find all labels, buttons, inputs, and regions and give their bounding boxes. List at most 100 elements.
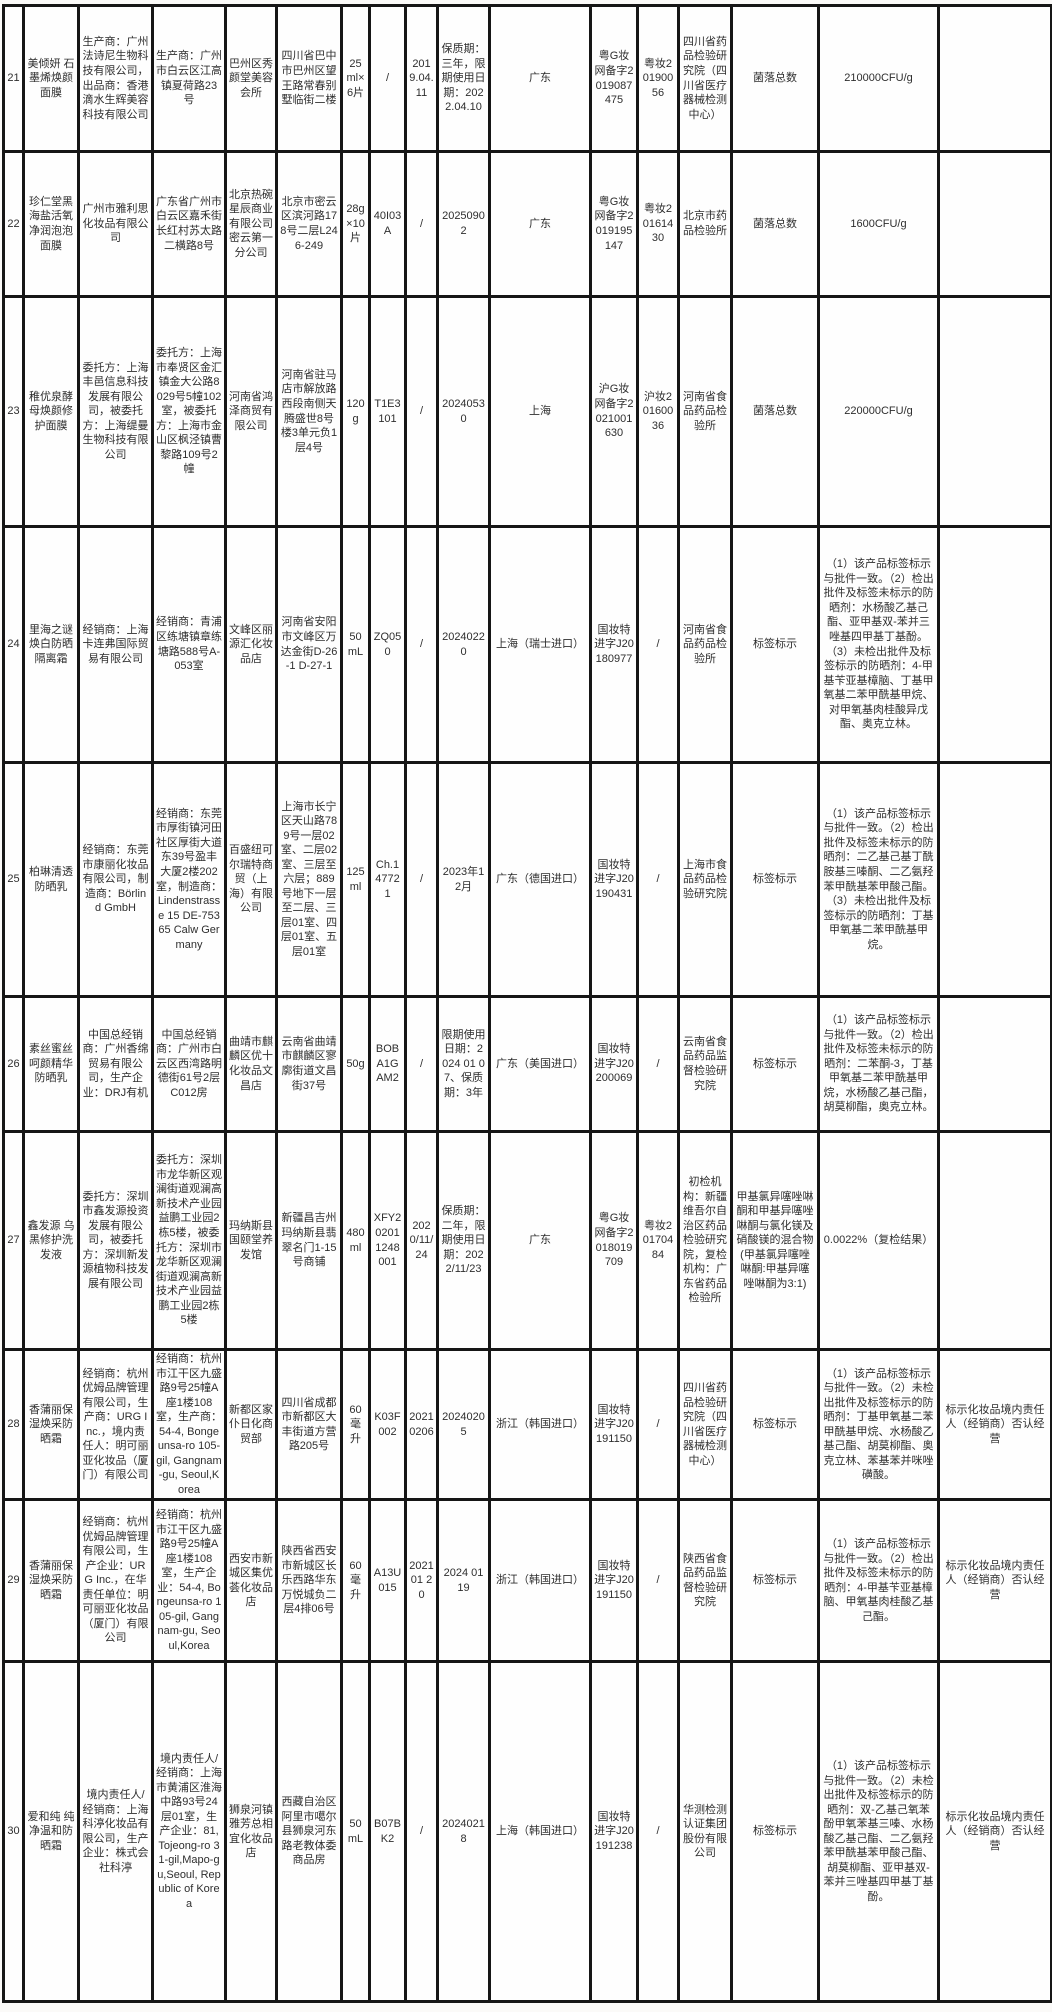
cell-product: 香蒲丽保湿焕采防晒霜 xyxy=(22,1347,80,1502)
cell-product: 鑫发源 乌黑修护洗发液 xyxy=(22,1130,80,1351)
cell-production-date: 2020/11/24 xyxy=(404,1130,439,1351)
cell-manufacturer-address: 经销商：杭州市江干区九盛路9号25幢A座1楼108室，生产商：54-4, Bon… xyxy=(151,1347,227,1502)
cell-manufacturer-address: 经销商：青浦区练塘镇章练塘路588号A-053室 xyxy=(151,525,227,764)
cell-spec: 480 ml xyxy=(340,1130,371,1351)
cell-no: 27 xyxy=(2,1130,25,1351)
cell-expiry-date: 限期使用日期：2024 01 07、保质期：3年 xyxy=(436,995,491,1133)
cell-license-no: 粤妆20170484 xyxy=(636,1130,680,1351)
cell-inspection-agency: 云南省食品药品监督检验研究院 xyxy=(677,995,733,1133)
cell-spec: 60毫升 xyxy=(340,1347,371,1502)
cell-manufacturer-address: 委托方：深圳市龙华新区观澜街道观澜高新技术产业园益鹏工业园2栋5楼，被委托方：深… xyxy=(151,1130,227,1351)
cell-manufacturer-address: 委托方：上海市奉贤区金汇镇金大公路8029号5幢102室，被委托方：上海市金山区… xyxy=(151,295,227,528)
cell-manufacturer: 生产商：广州法诗尼生物科技有限公司，出品商：香港滴水生辉美容科技有限公司 xyxy=(77,4,154,153)
cell-inspection-result: （1）该产品标签标示与批件一致。（2）检出批件及标签未标示的防晒剂：二乙基己基丁… xyxy=(817,761,940,998)
cell-license-no: / xyxy=(636,525,680,764)
cell-manufacturer-address: 生产商：广州市白云区江高镇夏荷路23号 xyxy=(151,4,227,153)
cell-sampled-unit-address: 云南省曲靖市麒麟区寥廓街道文昌街37号 xyxy=(275,995,343,1133)
cell-license-no: / xyxy=(636,761,680,998)
cell-region: 浙江（韩国进口） xyxy=(488,1347,592,1502)
cell-expiry-date: 2024 01 19 xyxy=(436,1498,491,1664)
cell-batch-no: T1E3101 xyxy=(368,295,407,528)
cell-spec: 25ml×6片 xyxy=(340,4,371,153)
cell-registration-no: 国妆特进字J20180977 xyxy=(589,525,639,764)
cell-region: 广东 xyxy=(488,150,592,298)
cell-remark xyxy=(937,761,1052,998)
cell-expiry-date: 保质期：三年，限期使用日期：2022.04.10 xyxy=(436,4,491,153)
cell-license-no: 沪妆20160036 xyxy=(636,295,680,528)
cell-sampled-unit: 河南省鸿泽商贸有限公司 xyxy=(224,295,278,528)
cell-product: 素丝蜜丝呵颜精华防晒乳 xyxy=(22,995,80,1133)
cell-expiry-date: 20240220 xyxy=(436,525,491,764)
cell-no: 22 xyxy=(2,150,25,298)
cell-no: 28 xyxy=(2,1347,25,1502)
cell-expiry-date: 2023年12月 xyxy=(436,761,491,998)
cell-product: 香蒲丽保湿焕采防晒霜 xyxy=(22,1498,80,1664)
inspection-table: 21 美倾妍 石墨烯焕颜面膜 生产商：广州法诗尼生物科技有限公司，出品商：香港滴… xyxy=(2,4,1052,2004)
cell-sampled-unit: 玛纳斯县国颐堂养发馆 xyxy=(224,1130,278,1351)
cell-expiry-date: 20250902 xyxy=(436,150,491,298)
cell-spec: 28g×10片 xyxy=(340,150,371,298)
cell-manufacturer-address: 经销商：杭州市江干区九盛路9号25幢A座1楼108室，生产企业：54-4, Bo… xyxy=(151,1498,227,1664)
cell-production-date: 20210206 xyxy=(404,1347,439,1502)
table-row: 23 稚优泉酵母焕颜修护面膜 委托方：上海丰邑信息科技发展有限公司，被委托方：上… xyxy=(2,295,1052,528)
table-row: 24 里海之谜焕白防晒隔离霜 经销商：上海卡连弗国际贸易有限公司 经销商：青浦区… xyxy=(2,525,1052,764)
table-row: 29 香蒲丽保湿焕采防晒霜 经销商：杭州优姆品牌管理有限公司，生产企业：URG … xyxy=(2,1498,1052,1664)
cell-expiry-date: 保质期：二年，限期使用日期：2022/11/23 xyxy=(436,1130,491,1351)
cell-manufacturer-address: 经销商：东莞市厚街镇河田社区厚街大道东39号盈丰大厦2楼202室，制造商：Lin… xyxy=(151,761,227,998)
cell-manufacturer-address: 中国总经销商：广州市白云区西湾路明德街61号2层C012房 xyxy=(151,995,227,1133)
cell-sampled-unit: 文峰区丽源汇化妆品店 xyxy=(224,525,278,764)
cell-batch-no: XFY202011248001 xyxy=(368,1130,407,1351)
cell-registration-no: 粤G妆网备字2019195147 xyxy=(589,150,639,298)
table-row: 30 爱和纯 纯净温和防晒霜 境内责任人/经销商：上海科渟化妆品有限公司，生产企… xyxy=(2,1660,1052,2004)
cell-noncompliant-item: 标签标示 xyxy=(730,525,820,764)
cell-product: 柏琳清透防晒乳 xyxy=(22,761,80,998)
cell-remark xyxy=(937,995,1052,1133)
cell-license-no: / xyxy=(636,1498,680,1664)
cell-inspection-agency: 上海市食品药品检验研究院 xyxy=(677,761,733,998)
cell-region: 上海 xyxy=(488,295,592,528)
cell-product: 美倾妍 石墨烯焕颜面膜 xyxy=(22,4,80,153)
cell-manufacturer: 境内责任人/经销商：上海科渟化妆品有限公司，生产企业：株式会社科渟 xyxy=(77,1660,154,2004)
cell-product: 里海之谜焕白防晒隔离霜 xyxy=(22,525,80,764)
cell-production-date: / xyxy=(404,1660,439,2004)
cell-inspection-result: （1）该产品标签标示与批件一致。（2）未检出批件及标签标示的防晒剂：双-乙基己氧… xyxy=(817,1660,940,2004)
cell-production-date: 2021 01 20 xyxy=(404,1498,439,1664)
cell-manufacturer-address: 境内责任人/经销商：上海市黄浦区淮海中路93号24层01室，生产企业：81, T… xyxy=(151,1660,227,2004)
cell-sampled-unit: 百盛纽可尔瑞特商贸（上海）有限公司 xyxy=(224,761,278,998)
cell-sampled-unit: 西安市新城区集优荟化妆品店 xyxy=(224,1498,278,1664)
cell-no: 30 xyxy=(2,1660,25,2004)
cell-product: 爱和纯 纯净温和防晒霜 xyxy=(22,1660,80,2004)
cell-noncompliant-item: 菌落总数 xyxy=(730,295,820,528)
cell-production-date: / xyxy=(404,150,439,298)
cell-inspection-result: （1）该产品标签标示与批件一致。（2）检出批件及标签未标示的防晒剂：水杨酸乙基己… xyxy=(817,525,940,764)
cell-product: 珍仁堂黑海盐活氧净润泡泡面膜 xyxy=(22,150,80,298)
cell-sampled-unit: 新都区家仆日化商贸部 xyxy=(224,1347,278,1502)
cell-license-no: 粤妆20190056 xyxy=(636,4,680,153)
cell-spec: 60毫升 xyxy=(340,1498,371,1664)
cell-license-no: 粤妆20161430 xyxy=(636,150,680,298)
table-row: 28 香蒲丽保湿焕采防晒霜 经销商：杭州优姆品牌管理有限公司，生产商：URG I… xyxy=(2,1347,1052,1502)
cell-sampled-unit-address: 北京市密云区滨河路178号二层L246-249 xyxy=(275,150,343,298)
cell-noncompliant-item: 标签标示 xyxy=(730,1660,820,2004)
cell-batch-no: BOBA1GAM2 xyxy=(368,995,407,1133)
cell-region: 上海（韩国进口） xyxy=(488,1660,592,2004)
cell-manufacturer: 经销商：杭州优姆品牌管理有限公司，生产商：URG Inc.，境内责任人：明可丽亚… xyxy=(77,1347,154,1502)
cell-no: 23 xyxy=(2,295,25,528)
cell-sampled-unit: 北京热碗星辰商业有限公司密云第一分公司 xyxy=(224,150,278,298)
cell-inspection-agency: 四川省药品检验研究院（四川省医疗器械检测中心） xyxy=(677,4,733,153)
cell-license-no: / xyxy=(636,995,680,1133)
cell-inspection-agency: 华测检测认证集团股份有限公司 xyxy=(677,1660,733,2004)
cell-remark xyxy=(937,1130,1052,1351)
cell-expiry-date: 20240205 xyxy=(436,1347,491,1502)
cell-sampled-unit-address: 西藏自治区阿里市噶尔县狮泉河东路老教体委商品房 xyxy=(275,1660,343,2004)
cell-no: 25 xyxy=(2,761,25,998)
cell-batch-no: K03F002 xyxy=(368,1347,407,1502)
cell-batch-no: Ch.147721 xyxy=(368,761,407,998)
cell-spec: 50g xyxy=(340,995,371,1133)
cell-noncompliant-item: 标签标示 xyxy=(730,995,820,1133)
cell-registration-no: 国妆特进字J20191150 xyxy=(589,1347,639,1502)
table-row: 25 柏琳清透防晒乳 经销商：东莞市康丽化妆品有限公司，制造商：Börlind … xyxy=(2,761,1052,998)
cell-inspection-result: 1600CFU/g xyxy=(817,150,940,298)
cell-product: 稚优泉酵母焕颜修护面膜 xyxy=(22,295,80,528)
cell-manufacturer-address: 广东省广州市白云区嘉禾街长红村苏太路二横路8号 xyxy=(151,150,227,298)
